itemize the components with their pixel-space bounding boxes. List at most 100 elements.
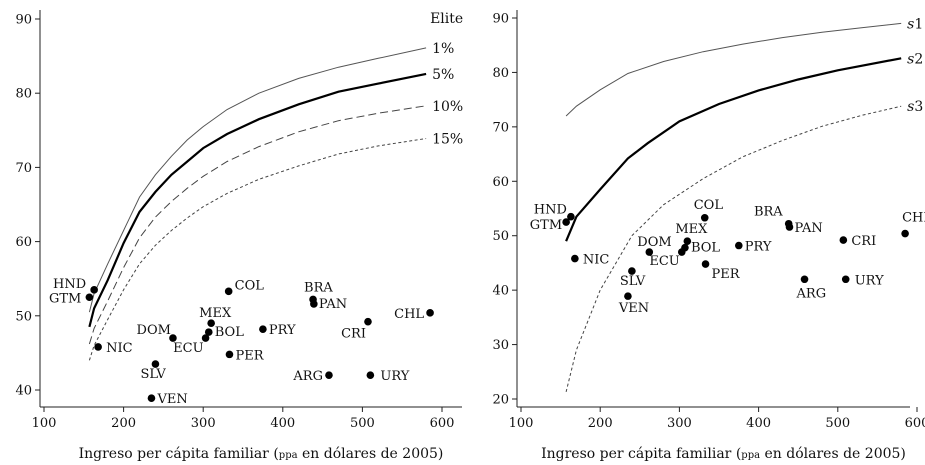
point-label-cri: CRI <box>851 234 876 249</box>
series-line-10pct <box>88 105 427 345</box>
data-point-nic <box>94 343 102 351</box>
x-tick-label: 600 <box>430 416 455 431</box>
point-label-pan: PAN <box>319 297 347 312</box>
data-point-gtm <box>562 218 570 226</box>
data-point-mex <box>207 319 215 328</box>
y-tick-label: 70 <box>492 120 509 135</box>
panel-left: 40 50 60 70 80 90 100 200 300 400 500 600 Ingreso pe… <box>15 10 463 462</box>
data-point-hnd <box>567 212 575 221</box>
x-axis-title: Ingreso per cápita familiar (ppa en dóla… <box>79 446 444 462</box>
data-point-chl <box>901 229 909 238</box>
point-label-gtm: GTM <box>49 291 81 306</box>
data-point-arg <box>800 275 809 284</box>
y-tick-label: 80 <box>15 87 32 102</box>
series-line-s1 <box>565 22 902 117</box>
series-line-15pct <box>88 138 427 361</box>
series-label: s1 <box>907 16 923 32</box>
data-point-ven <box>147 394 156 402</box>
series-label: 15% <box>432 131 463 147</box>
series-label: 10% <box>432 99 463 115</box>
data-point-pan <box>310 300 318 308</box>
data-point-cri <box>839 236 848 244</box>
point-label-mex: MEX <box>199 306 232 321</box>
point-label-ecu: ECU <box>649 254 679 269</box>
point-label-bol: BOL <box>215 325 244 340</box>
point-label-ury: URY <box>380 369 409 384</box>
data-point-dom <box>645 248 654 256</box>
point-label-arg: ARG <box>292 369 323 384</box>
point-label-pan: PAN <box>794 221 822 236</box>
point-label-nic: NIC <box>106 341 133 356</box>
data-point-slv <box>151 360 160 368</box>
data-point-pry <box>259 325 267 333</box>
point-label-chl: CHL <box>394 307 424 322</box>
series-line-5pct <box>88 72 427 328</box>
data-point-arg <box>325 371 333 379</box>
point-label-per: PER <box>712 267 741 282</box>
data-point-pry <box>735 241 743 250</box>
series-label: 5% <box>432 67 454 83</box>
data-point-gtm <box>85 293 94 302</box>
point-label-per: PER <box>235 348 264 363</box>
series-label: s3 <box>907 99 923 115</box>
point-label-bra: BRA <box>304 280 333 295</box>
data-point-chl <box>426 309 434 317</box>
data-point-nic <box>571 254 579 263</box>
x-tick-label: 200 <box>588 416 613 431</box>
y-tick-label: 90 <box>492 12 509 27</box>
series-line-1pct <box>88 47 427 313</box>
panel-right: 20 30 40 50 60 70 80 90 100 200 300 400 500 600 Ingres… <box>492 10 925 462</box>
point-label-chl: CHL <box>902 211 925 226</box>
series-label: 1% <box>432 41 454 57</box>
x-axis-title: Ingreso per cápita familiar (ppa en dóla… <box>541 446 906 462</box>
series-label: s2 <box>907 51 923 67</box>
data-point-slv <box>628 267 636 275</box>
point-label-ven: VEN <box>618 301 649 316</box>
point-label-hnd: HND <box>534 203 567 218</box>
x-tick-label: 400 <box>270 416 295 431</box>
x-tick-label: 400 <box>746 416 771 431</box>
x-tick-label: 100 <box>509 416 534 431</box>
x-tick-label: 600 <box>905 416 925 431</box>
x-tick-label: 200 <box>111 416 136 431</box>
y-tick-label: 30 <box>492 338 509 353</box>
data-point-per <box>701 260 710 268</box>
data-point-ury <box>841 275 850 284</box>
y-tick-label: 90 <box>15 13 32 28</box>
point-label-bol: BOL <box>691 241 720 256</box>
data-point-ecu <box>677 248 686 256</box>
x-tick-label: 300 <box>667 416 692 431</box>
point-label-col: COL <box>694 198 724 213</box>
data-point-col <box>700 213 709 222</box>
point-label-ven: VEN <box>156 392 187 407</box>
point-label-bra: BRA <box>754 205 783 220</box>
point-label-dom: DOM <box>137 323 171 338</box>
data-point-hnd <box>90 286 98 294</box>
data-point-pan <box>785 223 794 231</box>
data-point-ury <box>366 371 375 379</box>
point-label-slv: SLV <box>620 274 646 289</box>
point-label-hnd: HND <box>53 277 86 292</box>
y-tick-label: 50 <box>15 309 32 324</box>
data-point-col <box>224 287 233 296</box>
data-point-ecu <box>201 334 210 342</box>
point-label-nic: NIC <box>583 253 610 268</box>
point-label-col: COL <box>235 278 265 293</box>
y-tick-label: 40 <box>492 284 509 299</box>
point-label-slv: SLV <box>140 367 166 382</box>
point-label-pry: PRY <box>269 323 296 338</box>
x-tick-label: 500 <box>825 416 850 431</box>
data-point-per <box>225 350 234 359</box>
point-label-cri: CRI <box>341 327 366 342</box>
point-label-ury: URY <box>855 273 884 288</box>
y-tick-label: 60 <box>492 175 509 190</box>
y-tick-label: 60 <box>15 235 32 250</box>
y-tick-label: 70 <box>15 161 32 176</box>
y-tick-label: 50 <box>492 229 509 244</box>
x-tick-label: 300 <box>191 416 216 431</box>
y-tick-label: 80 <box>492 66 509 81</box>
x-tick-label: 100 <box>32 416 57 431</box>
x-tick-label: 500 <box>350 416 375 431</box>
point-label-mex: MEX <box>675 222 708 237</box>
